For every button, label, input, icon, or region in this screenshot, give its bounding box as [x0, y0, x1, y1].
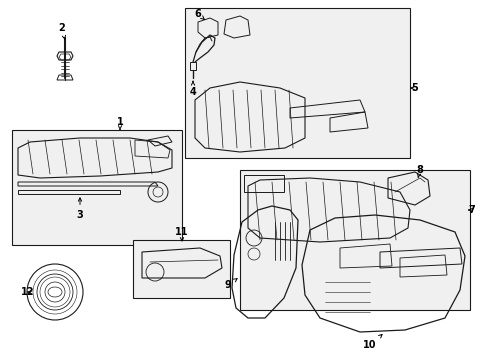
- Text: 6: 6: [194, 9, 204, 19]
- Text: 9: 9: [224, 279, 237, 290]
- Text: 2: 2: [59, 23, 65, 39]
- Text: 5: 5: [410, 83, 418, 93]
- Text: 8: 8: [416, 165, 423, 178]
- Text: 10: 10: [363, 334, 381, 350]
- Bar: [133, 240, 229, 298]
- Text: 3: 3: [77, 198, 83, 220]
- Text: 7: 7: [468, 205, 474, 215]
- Text: 11: 11: [175, 227, 188, 241]
- Bar: [240, 170, 469, 310]
- Bar: [12, 130, 182, 245]
- Text: 12: 12: [21, 287, 35, 297]
- Bar: [184, 8, 409, 158]
- Text: 1: 1: [116, 117, 123, 130]
- Text: 4: 4: [189, 81, 196, 97]
